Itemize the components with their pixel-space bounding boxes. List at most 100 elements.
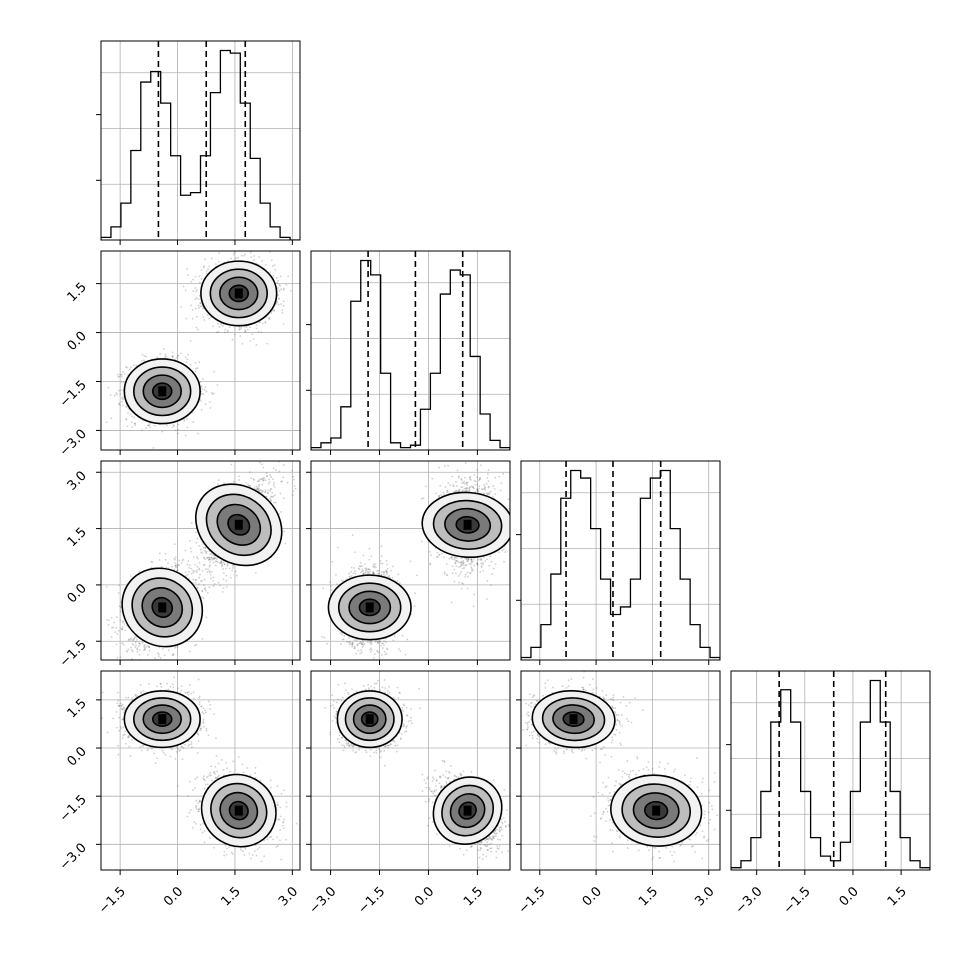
scatter-point (269, 271, 272, 274)
scatter-point (218, 252, 221, 254)
scatter-point (145, 427, 148, 430)
scatter-point (176, 563, 179, 566)
scatter-point (200, 305, 203, 308)
scatter-point (190, 280, 193, 283)
scatter-point (105, 421, 108, 424)
scatter-panel-1-0: −3.0−1.50.01.5 (57, 250, 301, 460)
scatter-point (171, 356, 174, 359)
scatter-point (275, 301, 278, 304)
scatter-point (174, 564, 177, 567)
scatter-point (255, 344, 258, 346)
scatter-point (126, 650, 129, 653)
scatter-point (240, 254, 243, 257)
scatter-point (220, 323, 222, 326)
scatter-point (276, 300, 279, 303)
scatter-point (199, 302, 202, 305)
density-contour (151, 382, 173, 401)
scatter-point (176, 565, 179, 568)
histogram-steps-1 (311, 259, 510, 450)
scatter-point (147, 424, 150, 427)
scatter-point (165, 355, 168, 357)
scatter-point (166, 424, 168, 427)
scatter-point (131, 650, 134, 652)
scatter-point (140, 359, 143, 362)
scatter-point (177, 354, 180, 357)
scatter-point (121, 628, 124, 631)
scatter-point (127, 648, 130, 651)
scatter-point (238, 328, 241, 331)
scatter-point (194, 361, 197, 364)
scatter-point (279, 275, 282, 278)
scatter-point (196, 367, 199, 369)
scatter-point (111, 626, 113, 629)
scatter-point (143, 645, 146, 647)
scatter-point (287, 275, 290, 278)
scatter-point (110, 617, 113, 619)
scatter-point (116, 393, 118, 396)
scatter-point (188, 570, 190, 573)
scatter-point (178, 559, 181, 562)
scatter-point (165, 566, 168, 569)
scatter-point (194, 370, 197, 373)
scatter-point (244, 330, 246, 333)
scatter-point (200, 409, 203, 411)
scatter-point (251, 333, 254, 336)
scatter-point (192, 290, 194, 292)
scatter-point (192, 278, 194, 281)
scatter-point (246, 328, 249, 331)
scatter-point (203, 319, 206, 321)
scatter-point (172, 424, 175, 427)
scatter-point (204, 386, 207, 389)
scatter-point (176, 357, 178, 359)
scatter-point (204, 258, 206, 261)
scatter-point (143, 359, 145, 362)
scatter-point (199, 301, 202, 304)
scatter-point (233, 333, 236, 336)
scatter-point (274, 269, 277, 271)
scatter-point (172, 653, 175, 655)
scatter-point (108, 619, 111, 622)
scatter-point (126, 366, 128, 369)
scatter-point (230, 257, 233, 260)
scatter-point (209, 401, 211, 403)
scatter-point (277, 287, 279, 289)
scatter-point (185, 317, 188, 320)
scatter-point (117, 389, 120, 392)
scatter-point (232, 253, 235, 256)
scatter-point (164, 356, 167, 359)
density-peak (158, 386, 167, 397)
scatter-point (176, 568, 179, 571)
scatter-point (210, 391, 213, 394)
scatter-point (131, 426, 134, 429)
scatter-point (120, 381, 123, 383)
scatter-point (115, 392, 118, 395)
scatter-point (245, 326, 248, 329)
scatter-point (194, 287, 197, 289)
scatter-point (120, 373, 123, 376)
scatter-point (209, 407, 212, 409)
scatter-point (125, 418, 128, 420)
density-contour (209, 268, 268, 319)
scatter-point (197, 306, 200, 309)
scatter-point (136, 647, 139, 650)
scatter-point (141, 641, 144, 644)
scatter-point (196, 315, 198, 318)
scatter-point (201, 638, 204, 640)
scatter-point (194, 644, 197, 647)
scatter-point (115, 626, 118, 629)
scatter-point (135, 636, 137, 638)
scatter-point (159, 657, 162, 659)
scatter-point (105, 585, 108, 588)
scatter-point (190, 572, 193, 575)
scatter-point (162, 647, 164, 650)
scatter-point (201, 378, 204, 381)
scatter-point (138, 653, 141, 656)
scatter-point (133, 637, 136, 640)
panel-content (311, 251, 510, 450)
scatter-point (141, 353, 144, 356)
scatter-point (126, 373, 129, 376)
scatter-point (276, 281, 279, 284)
scatter-point (128, 368, 131, 371)
scatter-point (198, 275, 201, 278)
scatter-point (212, 392, 215, 395)
